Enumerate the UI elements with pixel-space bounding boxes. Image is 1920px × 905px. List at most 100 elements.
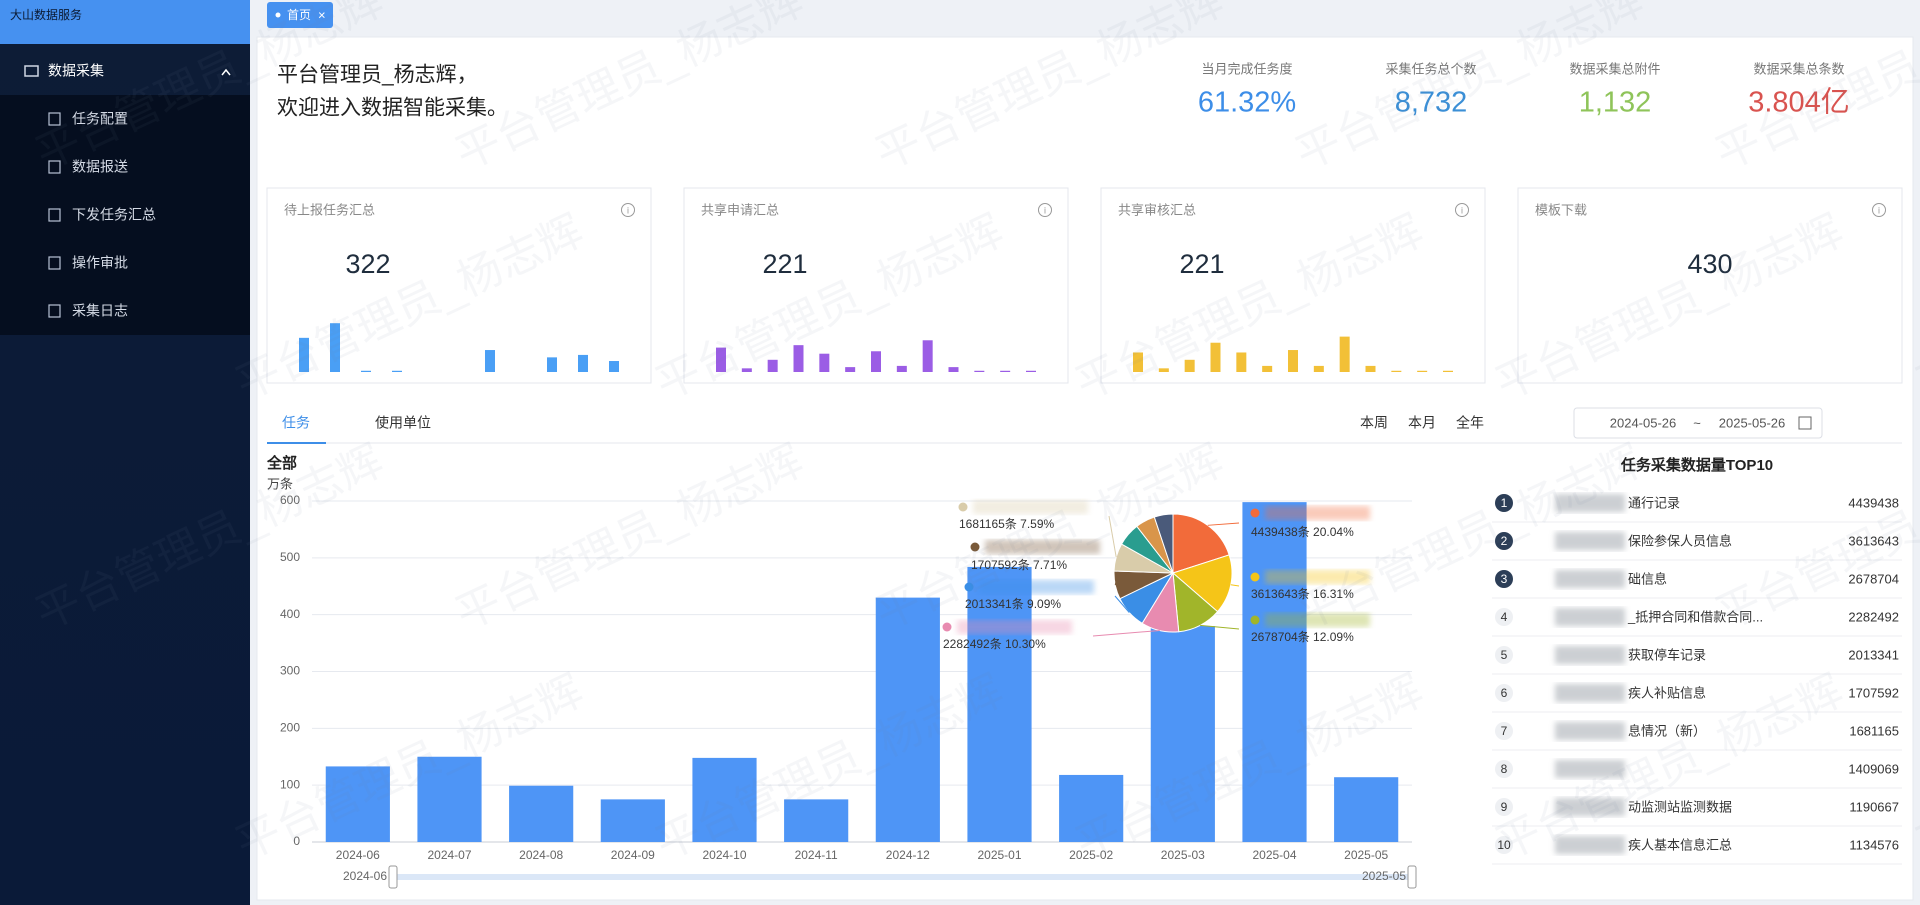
- bar: [692, 757, 757, 842]
- row-value: 1190667: [1849, 799, 1899, 814]
- rank: 4: [1501, 610, 1508, 624]
- mini-bar: [1158, 368, 1169, 372]
- chart-tab[interactable]: 使用单位: [375, 415, 431, 431]
- row-value: 1707592: [1848, 685, 1899, 700]
- pie-value-label: 1681165条 7.59%: [959, 517, 1055, 531]
- tab-close[interactable]: ×: [318, 7, 326, 22]
- tab[interactable]: [267, 2, 333, 28]
- row-value: 1681165: [1849, 723, 1899, 738]
- menu-item-icon: [48, 160, 61, 174]
- mini-bar: [1262, 365, 1273, 372]
- label-dot: [1250, 572, 1260, 582]
- rank-badge: [1495, 722, 1513, 740]
- mini-bar: [1000, 370, 1011, 372]
- info-i: i: [1878, 205, 1880, 215]
- period[interactable]: 全年: [1456, 415, 1484, 431]
- leader-line: [1114, 595, 1130, 613]
- menu-item-icon: [48, 208, 61, 222]
- menu-item[interactable]: 下发任务汇总: [72, 207, 156, 223]
- info-i: i: [1461, 205, 1463, 215]
- menu-item[interactable]: 操作审批: [72, 255, 128, 271]
- mini-bar: [1236, 352, 1247, 372]
- y-tick-label: 300: [280, 664, 300, 678]
- x-tick-label: 2024-12: [886, 848, 930, 862]
- date-range[interactable]: [1573, 407, 1823, 439]
- menu-group[interactable]: 数据采集: [24, 63, 231, 79]
- stat-value: 61.32%: [1198, 87, 1296, 119]
- mini-bar: [1026, 370, 1036, 372]
- menu-item[interactable]: 数据报送: [72, 159, 128, 175]
- period[interactable]: 本周: [1360, 415, 1388, 431]
- blurred-name: [1265, 570, 1370, 584]
- rank: 5: [1501, 648, 1508, 662]
- blurred-name: [1555, 646, 1625, 664]
- menu-label[interactable]: 数据采集: [48, 63, 104, 79]
- info-i: i: [627, 205, 629, 215]
- zoom-handle[interactable]: [388, 865, 398, 889]
- x-tick-label: 2025-05: [1344, 848, 1388, 862]
- y-tick-label: 600: [280, 493, 300, 507]
- row-name: _抵押合同和借款合同...: [1627, 609, 1763, 624]
- y-tick-label: 200: [280, 721, 300, 735]
- mini-bar: [609, 361, 619, 372]
- row-name: 疾人补贴信息: [1628, 685, 1706, 700]
- rank: 2: [1501, 534, 1508, 548]
- bar: [1334, 777, 1399, 842]
- bar: [600, 799, 665, 842]
- card-value: 430: [1687, 249, 1732, 279]
- rank: 1: [1501, 496, 1508, 510]
- card-value: 221: [1179, 249, 1224, 279]
- leader-line: [1092, 629, 1160, 637]
- blurred-name: [1555, 570, 1625, 588]
- mini-bar: [974, 370, 985, 372]
- label-dot: [1250, 615, 1260, 625]
- brand: 大山数据服务: [10, 7, 82, 22]
- row-value: 3613643: [1848, 533, 1899, 548]
- row-value: 1409069: [1848, 761, 1899, 776]
- date-end: 2025-05-26: [1719, 415, 1786, 430]
- mini-bar: [330, 323, 340, 372]
- menu-item-icon: [48, 112, 61, 126]
- rank-badge: [1495, 494, 1513, 512]
- blurred-name: [957, 620, 1072, 634]
- tab-dot: [275, 12, 281, 18]
- rank-badge: [1495, 760, 1513, 778]
- card: [683, 187, 1069, 384]
- blurred-name: [1555, 532, 1625, 550]
- zoom-handle[interactable]: [1407, 865, 1417, 889]
- mini-bar: [741, 368, 752, 372]
- mini-bar: [299, 337, 309, 372]
- rank: 3: [1501, 572, 1508, 586]
- menu-item[interactable]: 任务配置: [72, 111, 128, 127]
- y-tick-label: 100: [280, 777, 300, 791]
- bar: [1150, 626, 1215, 842]
- row-name: 础信息: [1628, 571, 1667, 586]
- row-value: 2678704: [1848, 571, 1899, 586]
- mini-bar: [1417, 370, 1428, 372]
- label-dot: [942, 622, 952, 632]
- tab-label[interactable]: 首页: [287, 8, 311, 22]
- bar: [325, 766, 390, 842]
- y-axis-label: 万条: [267, 476, 293, 491]
- pie-value-label: 2013341条 9.09%: [965, 597, 1061, 611]
- card-title: 模板下载: [1535, 202, 1587, 217]
- content-panel: [256, 36, 1914, 901]
- stat-value: 1,132: [1579, 87, 1652, 119]
- mini-bar: [1339, 336, 1350, 372]
- mini-bar: [547, 357, 557, 372]
- period[interactable]: 本月: [1408, 415, 1436, 431]
- rank-badge: [1495, 532, 1513, 550]
- x-tick-label: 2025-04: [1252, 848, 1296, 862]
- rank-badge: [1495, 608, 1513, 626]
- row-value: 1134576: [1849, 837, 1899, 852]
- mini-bar: [871, 351, 881, 372]
- chart-tab[interactable]: 任务: [282, 415, 310, 431]
- bar: [417, 756, 482, 842]
- mini-bar: [896, 365, 907, 372]
- menu-item[interactable]: 采集日志: [72, 303, 128, 319]
- info-icon: [621, 203, 635, 217]
- brand-bar: [0, 0, 250, 44]
- mini-bar: [361, 370, 371, 372]
- bar: [509, 785, 574, 842]
- stat-label: 数据采集总条数: [1753, 61, 1844, 76]
